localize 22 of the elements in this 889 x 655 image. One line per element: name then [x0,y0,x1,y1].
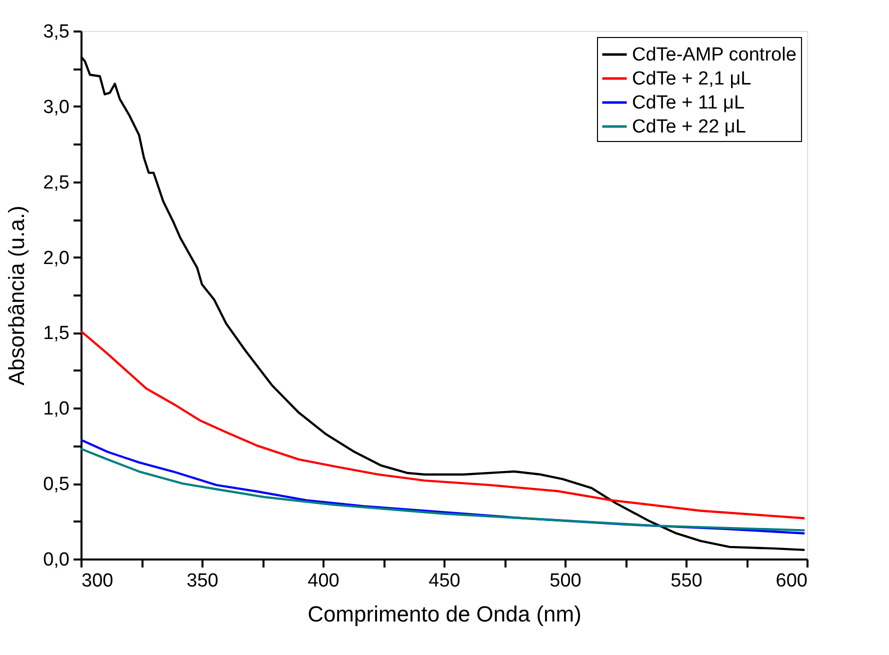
legend-label: CdTe + 2,1 μL [632,68,752,90]
y-tick-label: 1,5 [43,323,70,344]
y-tick-label: 3,0 [43,96,70,118]
x-tick-label: 450 [428,570,460,592]
legend-label: CdTe + 22 μL [632,116,746,138]
y-tick-label: 3,5 [43,22,70,42]
x-tick-label: 600 [776,570,808,592]
line-series [80,330,806,520]
x-tick-label: 300 [82,570,114,592]
y-tick-label: 0,5 [43,474,70,496]
y-tick-label: 0,0 [43,550,70,570]
y-tick-label: 2,5 [43,172,70,194]
x-tick-label: 400 [308,570,340,592]
x-axis-title: Comprimento de Onda (nm) [308,602,582,626]
legend-label: CdTe + 11 μL [632,92,745,114]
y-axis-title: Absorbância (u.a.) [4,206,30,386]
y-tick-label: 2,0 [43,248,70,269]
x-tick-label: 550 [670,570,702,592]
legend-label: CdTe-AMP controle [632,44,796,66]
x-tick-label: 350 [186,570,218,592]
x-tick-label: 500 [550,570,582,592]
y-tick-label: 1,0 [43,398,70,420]
